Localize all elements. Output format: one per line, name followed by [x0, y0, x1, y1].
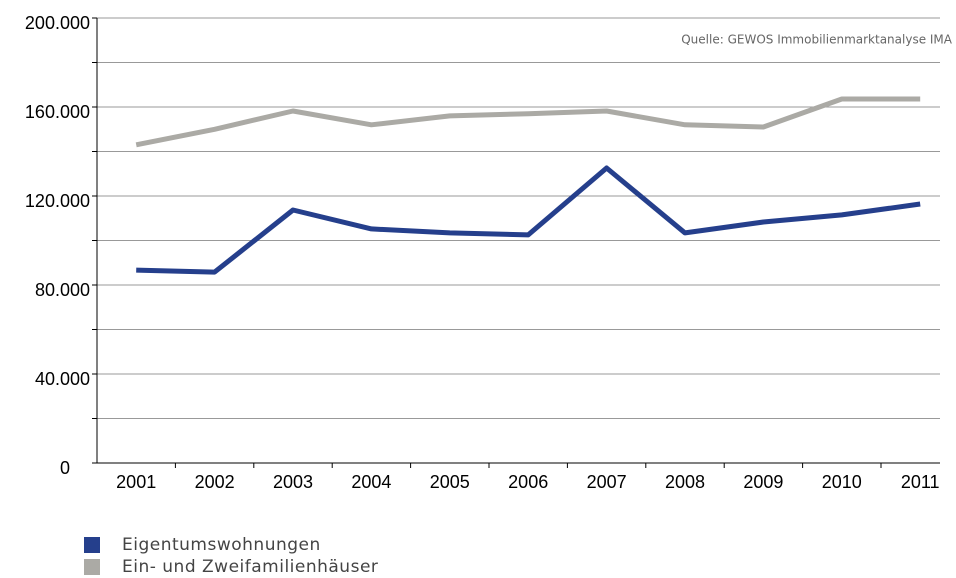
x-tick-label: 2009	[743, 472, 783, 492]
x-tick-label: 2011	[901, 472, 940, 492]
y-tick-label: 40.000	[35, 369, 90, 389]
x-tick-label: 2008	[665, 472, 705, 492]
x-tick-label: 2010	[822, 472, 862, 492]
x-tick-label: 2007	[587, 472, 627, 492]
x-tick-label: 2003	[273, 472, 313, 492]
legend-label: Ein- und Zweifamilienhäuser	[122, 557, 378, 577]
y-tick-label: 0	[60, 458, 70, 478]
series-line	[135, 96, 921, 148]
x-tick-label: 2005	[430, 472, 470, 492]
legend-label: Eigentumswohnungen	[122, 535, 321, 555]
x-tick-label: 2004	[351, 472, 391, 492]
legend-swatch	[84, 559, 100, 575]
source-note: Quelle: GEWOS Immobilienmarktanalyse IMA	[681, 33, 953, 47]
y-tick-label: 160.000	[25, 102, 90, 122]
x-tick-label: 2006	[508, 472, 548, 492]
legend-swatch	[84, 537, 100, 553]
series-line	[136, 165, 921, 275]
x-tick-label: 2002	[195, 472, 235, 492]
x-tick-label: 2001	[116, 472, 156, 492]
y-tick-label: 80.000	[35, 280, 90, 300]
y-tick-label: 120.000	[25, 191, 90, 211]
y-tick-label: 200.000	[25, 13, 90, 33]
